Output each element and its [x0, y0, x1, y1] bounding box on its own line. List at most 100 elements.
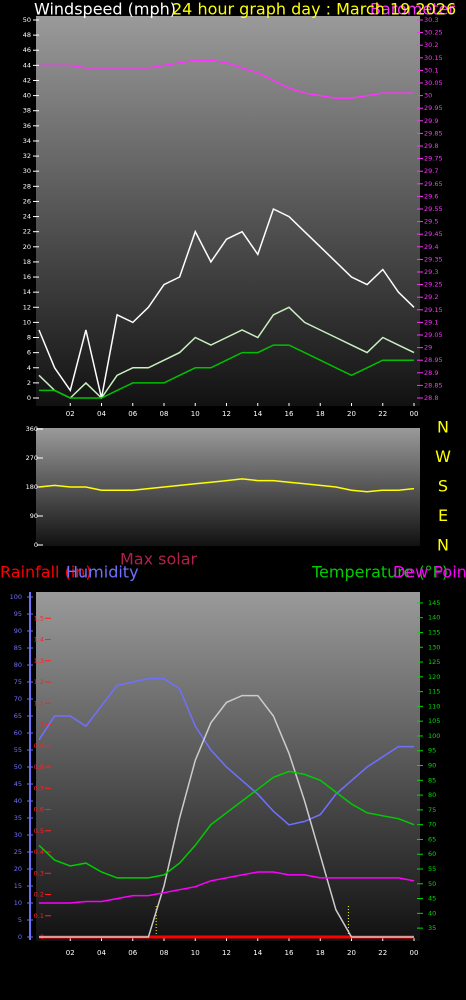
chart-title: Windspeed (mph): [34, 0, 176, 19]
y-tick-label: 80: [428, 791, 436, 799]
y-tick-label: 55: [14, 746, 22, 754]
y-tick-label: 20: [23, 243, 31, 251]
y-tick-label: 0.6: [34, 806, 44, 814]
y-tick-label: 10: [23, 318, 31, 326]
y-tick-label: 26: [23, 197, 31, 205]
y-tick-label: 29.75: [424, 155, 443, 163]
y-tick-label: 42: [23, 76, 31, 84]
y-tick-label: 29: [424, 344, 432, 352]
series-line: [39, 344, 414, 399]
y-tick-label: 29.85: [424, 129, 443, 137]
y-tick-label: 29.15: [424, 306, 443, 314]
legend-label: Max solar: [120, 550, 198, 569]
y-tick-label: 115: [428, 688, 440, 696]
y-tick-label: 45: [14, 780, 22, 788]
y-tick-label: 1.5: [34, 614, 44, 622]
y-tick-label: 29.45: [424, 230, 443, 238]
compass-label: E: [438, 506, 448, 525]
y-tick-label: 48: [23, 31, 31, 39]
y-tick-label: 35: [428, 924, 436, 932]
legend-label: Temperature (°F): [311, 563, 448, 582]
x-tick-label: 04: [97, 410, 106, 418]
y-tick-label: 29.05: [424, 331, 443, 339]
plot-area: [36, 16, 420, 406]
y-tick-label: 29.3: [424, 268, 438, 276]
y-tick-label: 0.2: [34, 891, 44, 899]
x-tick-label: 20: [347, 949, 356, 957]
x-tick-label: 14: [253, 949, 262, 957]
x-tick-label: 12: [222, 949, 231, 957]
y-tick-label: 29.5: [424, 218, 438, 226]
y-tick-label: 29.2: [424, 293, 438, 301]
y-tick-label: 28.95: [424, 356, 443, 364]
y-tick-label: 0.7: [34, 784, 44, 792]
y-tick-label: 35: [14, 814, 22, 822]
y-tick-label: 25: [14, 848, 22, 856]
y-tick-label: 30.05: [424, 79, 443, 87]
y-tick-label: 100: [428, 732, 440, 740]
x-tick-label: 10: [191, 410, 200, 418]
y-tick-label: 70: [428, 821, 436, 829]
series-line: [39, 694, 414, 938]
y-tick-label: 125: [428, 658, 440, 666]
y-tick-label: 16: [23, 273, 31, 281]
y-tick-label: 2: [27, 379, 31, 387]
y-tick-label: 29.65: [424, 180, 443, 188]
y-tick-label: 135: [428, 628, 440, 636]
y-tick-label: 30.1: [424, 66, 438, 74]
y-tick-label: 29.1: [424, 318, 438, 326]
y-tick-label: 1.3: [34, 657, 44, 665]
y-tick-label: 10: [14, 899, 22, 907]
y-tick-label: 6: [27, 349, 31, 357]
y-tick-label: 29.55: [424, 205, 443, 213]
y-tick-label: 29.6: [424, 192, 438, 200]
y-tick-label: 14: [23, 288, 31, 296]
x-tick-label: 02: [66, 949, 75, 957]
y-tick-label: 1.4: [34, 636, 44, 644]
y-tick-label: 75: [14, 678, 22, 686]
y-tick-label: 29.25: [424, 281, 443, 289]
y-tick-label: 40: [428, 909, 436, 917]
y-tick-label: 28.85: [424, 381, 443, 389]
y-tick-label: 30.3: [424, 16, 438, 24]
y-tick-label: 0: [27, 394, 31, 402]
y-tick-label: 1.1: [34, 699, 44, 707]
y-tick-label: 44: [23, 61, 31, 69]
x-tick-label: 22: [378, 949, 387, 957]
y-tick-label: 18: [23, 258, 31, 266]
x-tick-label: 02: [66, 410, 75, 418]
y-tick-label: 65: [428, 835, 436, 843]
y-tick-label: 0.1: [34, 912, 44, 920]
y-tick-label: 15: [14, 882, 22, 890]
y-tick-label: 29.9: [424, 117, 438, 125]
y-tick-label: 30: [23, 167, 31, 175]
y-tick-label: 46: [23, 46, 31, 54]
y-tick-label: 30.15: [424, 54, 443, 62]
y-tick-label: 50: [428, 880, 436, 888]
y-tick-label: 105: [428, 717, 440, 725]
y-tick-label: 29.7: [424, 167, 438, 175]
y-tick-label: 110: [428, 702, 440, 710]
x-tick-label: 08: [160, 949, 169, 957]
y-tick-label: 24: [23, 213, 31, 221]
legend-label: Rainfall (in): [0, 563, 92, 582]
chart-title: 24 hour graph day : March 19 2026: [172, 0, 456, 19]
y-tick-label: 60: [14, 729, 22, 737]
y-tick-label: 0.9: [34, 742, 44, 750]
y-tick-label: 5: [18, 916, 22, 924]
y-tick-label: 28.8: [424, 394, 438, 402]
x-tick-label: 14: [253, 410, 262, 418]
series-line: [38, 478, 415, 493]
y-tick-label: 80: [14, 661, 22, 669]
y-tick-label: 90: [30, 512, 38, 520]
legend-label: Barometer: [370, 0, 455, 19]
y-tick-label: 4: [27, 364, 31, 372]
y-tick-label: 1: [40, 721, 44, 729]
x-tick-label: 06: [128, 410, 137, 418]
compass-label: W: [435, 447, 451, 466]
compass-label: N: [437, 536, 449, 555]
y-tick-label: 95: [14, 610, 22, 618]
y-tick-label: 85: [14, 644, 22, 652]
x-tick-label: 16: [285, 410, 294, 418]
